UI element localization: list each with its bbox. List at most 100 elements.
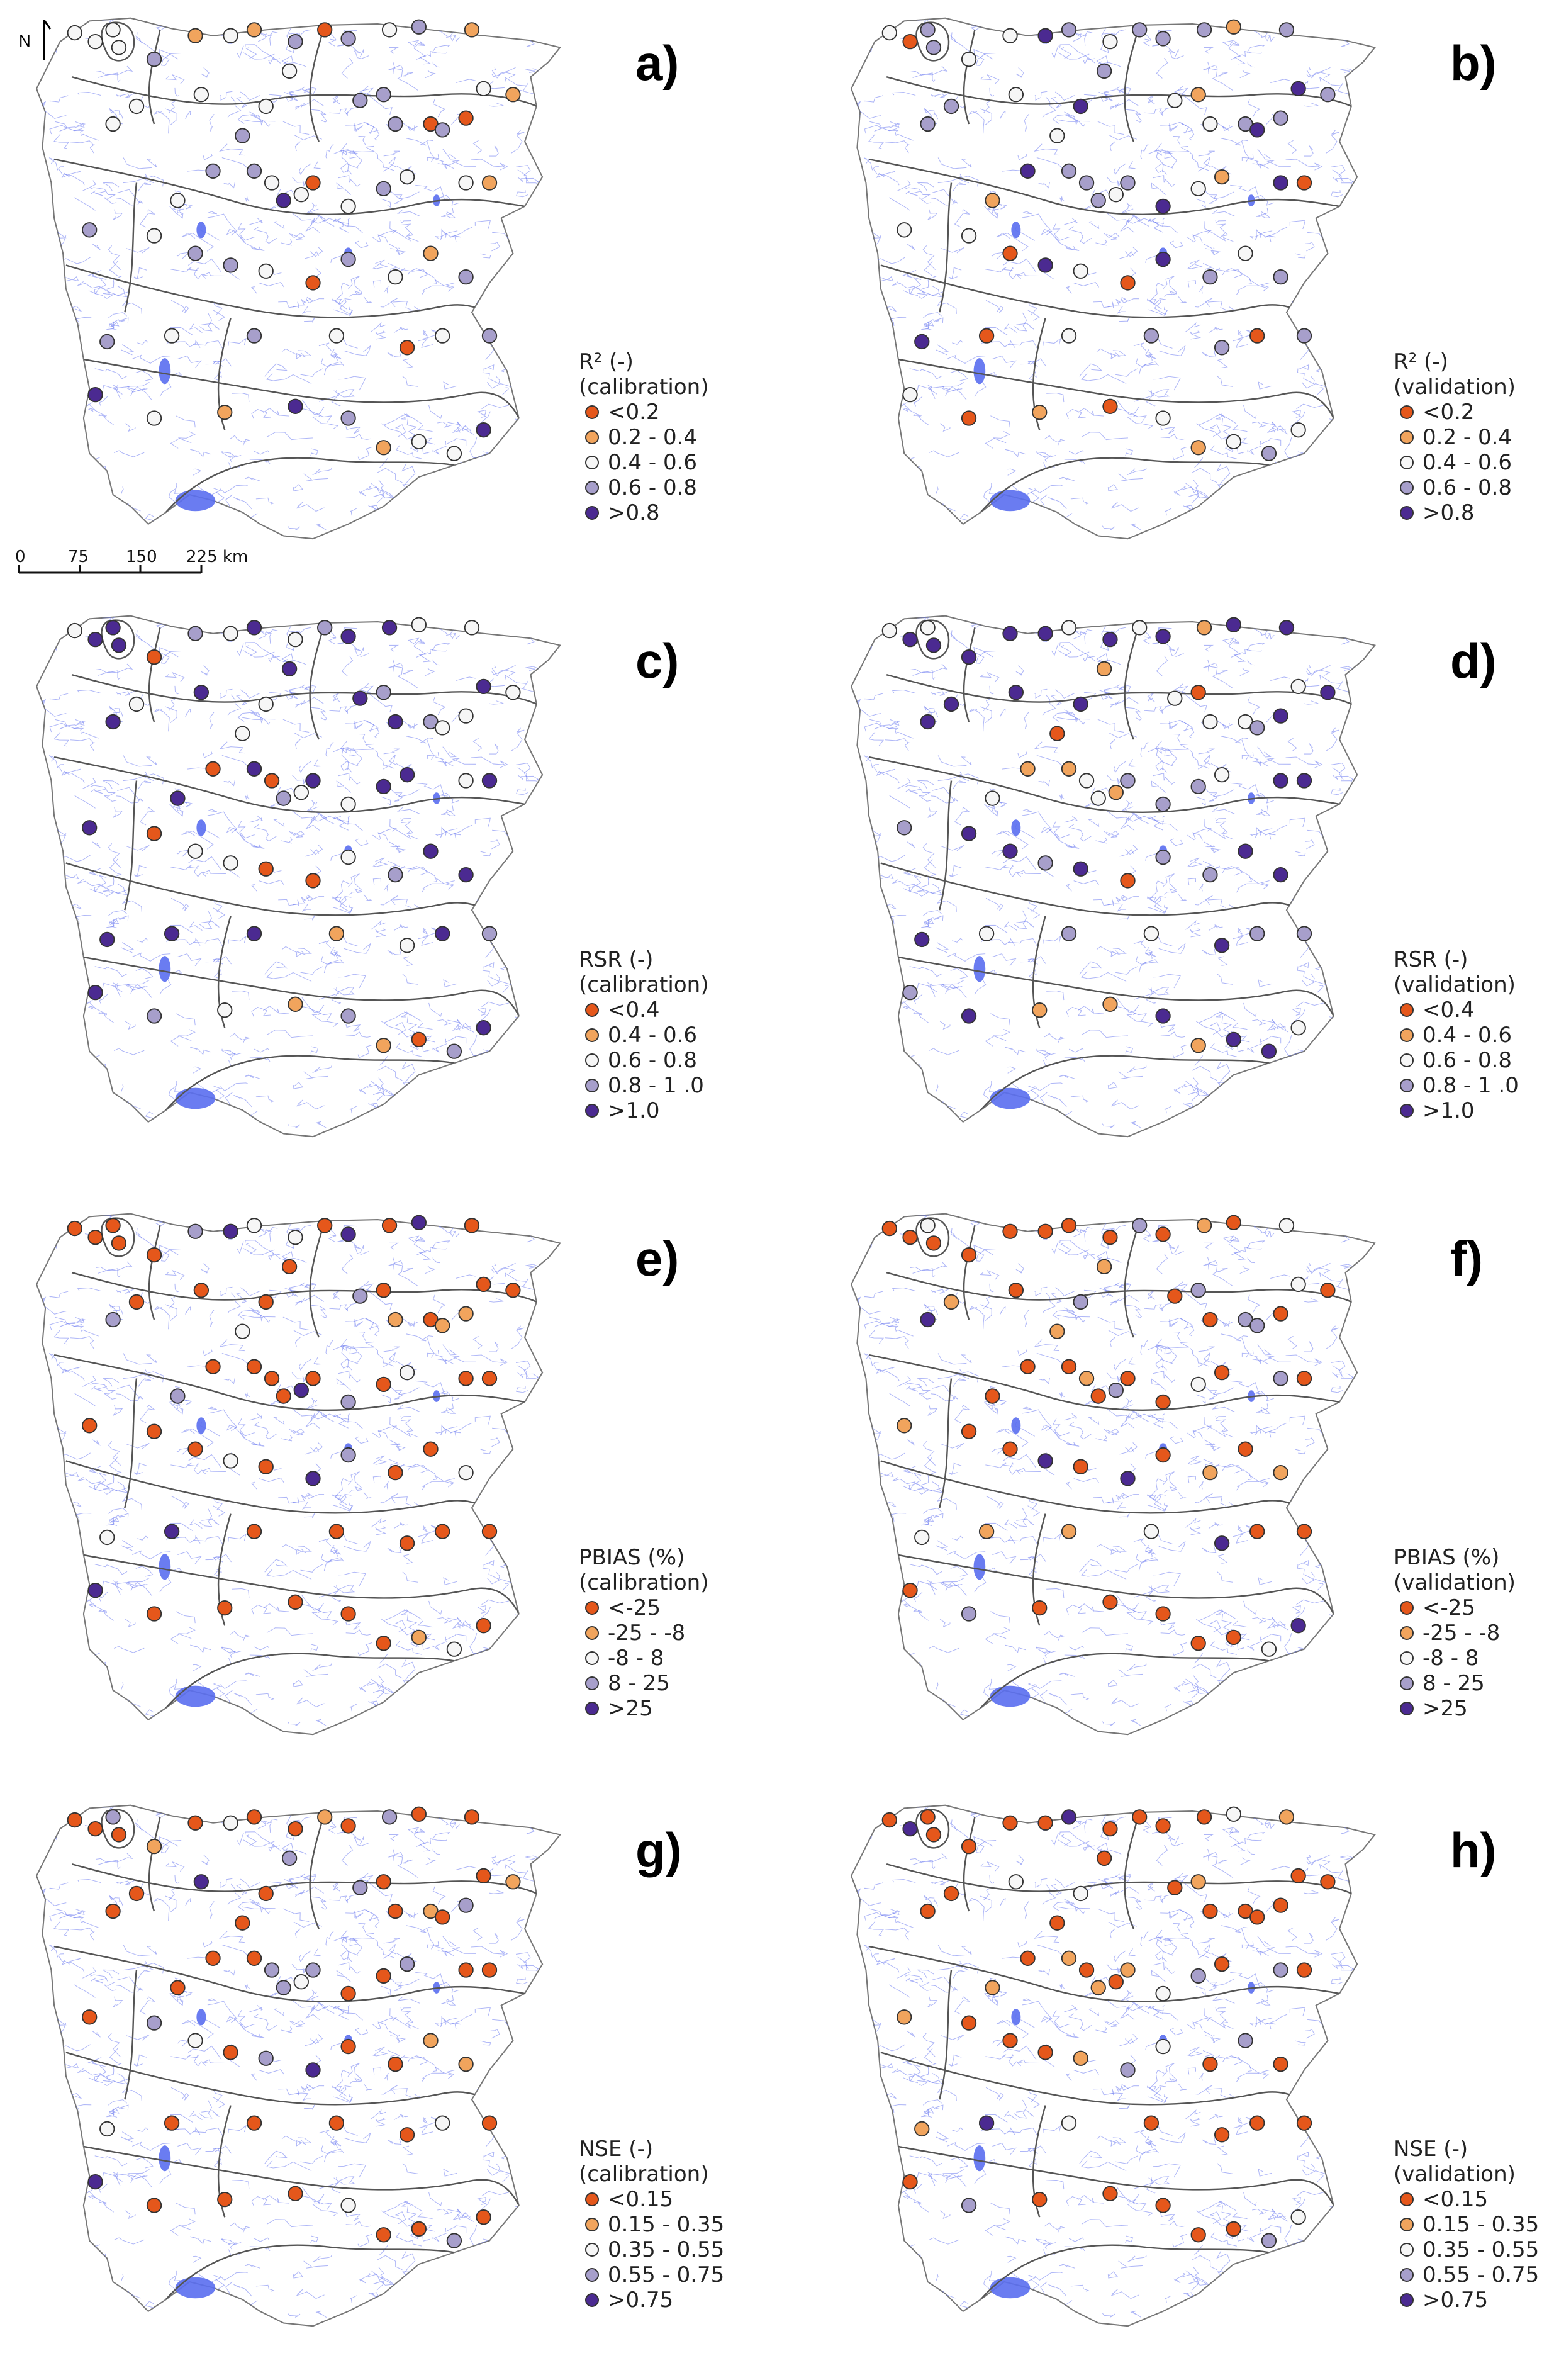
gauging-station-marker bbox=[1061, 1524, 1077, 1539]
gauging-station-marker bbox=[423, 245, 439, 261]
gauging-station-marker bbox=[146, 1247, 162, 1263]
legend-swatch-icon bbox=[1400, 1626, 1414, 1640]
gauging-station-marker bbox=[1143, 926, 1160, 941]
legend: NSE (-) (calibration) <0.15 0.15 - 0.35 0.35… bbox=[579, 2136, 724, 2313]
reservoir bbox=[973, 358, 986, 385]
basin-boundaries bbox=[53, 1220, 537, 1709]
gauging-station-marker bbox=[258, 1459, 274, 1474]
legend-item: 0.15 - 0.35 bbox=[579, 2212, 724, 2237]
gauging-station-marker bbox=[476, 2209, 491, 2225]
gauging-station-marker bbox=[961, 1247, 977, 1263]
legend-item-label: 0.55 - 0.75 bbox=[608, 2262, 725, 2287]
gauging-station-marker bbox=[1202, 714, 1218, 730]
gauging-station-marker bbox=[1108, 187, 1124, 203]
gauging-station-marker bbox=[1061, 1809, 1077, 1825]
gauging-station-marker bbox=[1290, 678, 1306, 695]
gauging-station-marker bbox=[435, 926, 450, 941]
gauging-station-marker bbox=[1214, 1535, 1230, 1551]
gauging-station-marker bbox=[399, 938, 415, 953]
gauging-station-marker bbox=[1049, 1915, 1065, 1931]
legend-item: <-25 bbox=[579, 1595, 708, 1620]
legend-item-label: 0.8 - 1 .0 bbox=[608, 1073, 704, 1098]
iberia-map bbox=[35, 1213, 562, 1736]
gauging-station-marker bbox=[476, 81, 491, 97]
gauging-station-marker bbox=[1132, 1218, 1148, 1233]
legend-item: -25 - -8 bbox=[579, 1620, 708, 1646]
legend-item: <-25 bbox=[1394, 1595, 1516, 1620]
gauging-station-marker bbox=[1202, 1903, 1218, 1919]
gauging-station-marker bbox=[105, 1218, 121, 1233]
gauging-station-marker bbox=[105, 1809, 121, 1825]
gauging-station-marker bbox=[82, 1418, 98, 1434]
gauging-station-marker bbox=[435, 720, 450, 736]
legend-period: (validation) bbox=[1394, 1570, 1516, 1595]
gauging-station-marker bbox=[505, 685, 521, 700]
legend-swatch-icon bbox=[1400, 1702, 1414, 1715]
gauging-station-marker bbox=[288, 1821, 303, 1837]
gauging-station-marker bbox=[146, 826, 162, 841]
gauging-station-marker bbox=[1196, 1218, 1212, 1233]
legend-swatch-icon bbox=[1400, 405, 1414, 419]
gauging-station-marker bbox=[458, 269, 474, 285]
gauging-station-marker bbox=[288, 398, 303, 414]
gauging-station-marker bbox=[464, 620, 480, 636]
gauging-station-marker bbox=[1290, 81, 1306, 97]
gauging-station-marker bbox=[388, 1903, 403, 1919]
gauging-station-marker bbox=[328, 1524, 345, 1539]
gauging-station-marker bbox=[1167, 93, 1183, 108]
legend-swatch-icon bbox=[1400, 2268, 1414, 2282]
gauging-station-marker bbox=[1102, 2186, 1118, 2201]
legend-item: 0.2 - 0.4 bbox=[579, 425, 708, 450]
gauging-station-marker bbox=[288, 631, 303, 648]
legend-title: R² (-) bbox=[579, 349, 634, 374]
basin-boundaries bbox=[53, 1812, 537, 2300]
gauging-station-marker bbox=[164, 926, 180, 941]
gauging-station-marker bbox=[1261, 2233, 1277, 2248]
gauging-station-marker bbox=[340, 1226, 356, 1242]
gauging-station-marker bbox=[1261, 446, 1277, 461]
gauging-station-marker bbox=[1290, 1276, 1306, 1293]
gauging-station-marker bbox=[1190, 1968, 1206, 1984]
gauging-station-marker bbox=[187, 245, 203, 261]
gauging-station-marker bbox=[1196, 1809, 1212, 1825]
gauging-station-marker bbox=[1096, 63, 1112, 79]
map-panel-d: d) RSR (-) (validation) <0.4 0.4 - 0.6 0.6 - … bbox=[815, 598, 1551, 1189]
gauging-station-marker bbox=[1090, 1388, 1106, 1404]
gauging-station-marker bbox=[1320, 87, 1336, 103]
gauging-station-marker bbox=[352, 1288, 368, 1304]
gauging-station-marker bbox=[146, 228, 162, 244]
gauging-station-marker bbox=[1202, 867, 1218, 883]
gauging-station-marker bbox=[1273, 708, 1288, 724]
gauging-station-marker bbox=[985, 1980, 1000, 1995]
legend-item: 0.4 - 0.6 bbox=[1394, 1023, 1519, 1048]
gauging-station-marker bbox=[1078, 1371, 1095, 1386]
legend-item-label: >0.75 bbox=[1423, 2287, 1489, 2313]
gauging-station-marker bbox=[235, 1915, 250, 1931]
gauging-station-marker bbox=[381, 1218, 398, 1233]
gauging-station-marker bbox=[902, 33, 918, 50]
gauging-station-marker bbox=[1049, 726, 1065, 741]
legend-item-label: -8 - 8 bbox=[1423, 1646, 1479, 1671]
legend-item: >25 bbox=[579, 1696, 708, 1721]
gauging-station-marker bbox=[481, 175, 498, 191]
gauging-station-marker bbox=[146, 1838, 162, 1855]
gauging-station-marker bbox=[223, 257, 238, 273]
gauging-station-marker bbox=[258, 861, 274, 877]
gauging-station-marker bbox=[481, 926, 498, 941]
gauging-station-marker bbox=[1008, 87, 1024, 103]
gauging-station-marker bbox=[1073, 98, 1088, 115]
gauging-station-marker bbox=[1190, 87, 1206, 103]
gauging-station-marker bbox=[411, 1031, 427, 1048]
scale-tick-0: 0 bbox=[15, 547, 26, 566]
gauging-station-marker bbox=[1278, 1809, 1295, 1825]
gauging-station-marker bbox=[902, 1582, 918, 1598]
gauging-station-marker bbox=[328, 926, 345, 941]
gauging-station-marker bbox=[458, 1962, 474, 1978]
gauging-station-marker bbox=[293, 187, 309, 203]
gauging-station-marker bbox=[1290, 1020, 1306, 1036]
gauging-station-marker bbox=[1261, 1641, 1277, 1657]
gauging-station-marker bbox=[399, 1535, 415, 1551]
gauging-station-marker bbox=[246, 163, 262, 179]
iberia-map bbox=[35, 615, 562, 1138]
gauging-station-marker bbox=[264, 1371, 280, 1386]
